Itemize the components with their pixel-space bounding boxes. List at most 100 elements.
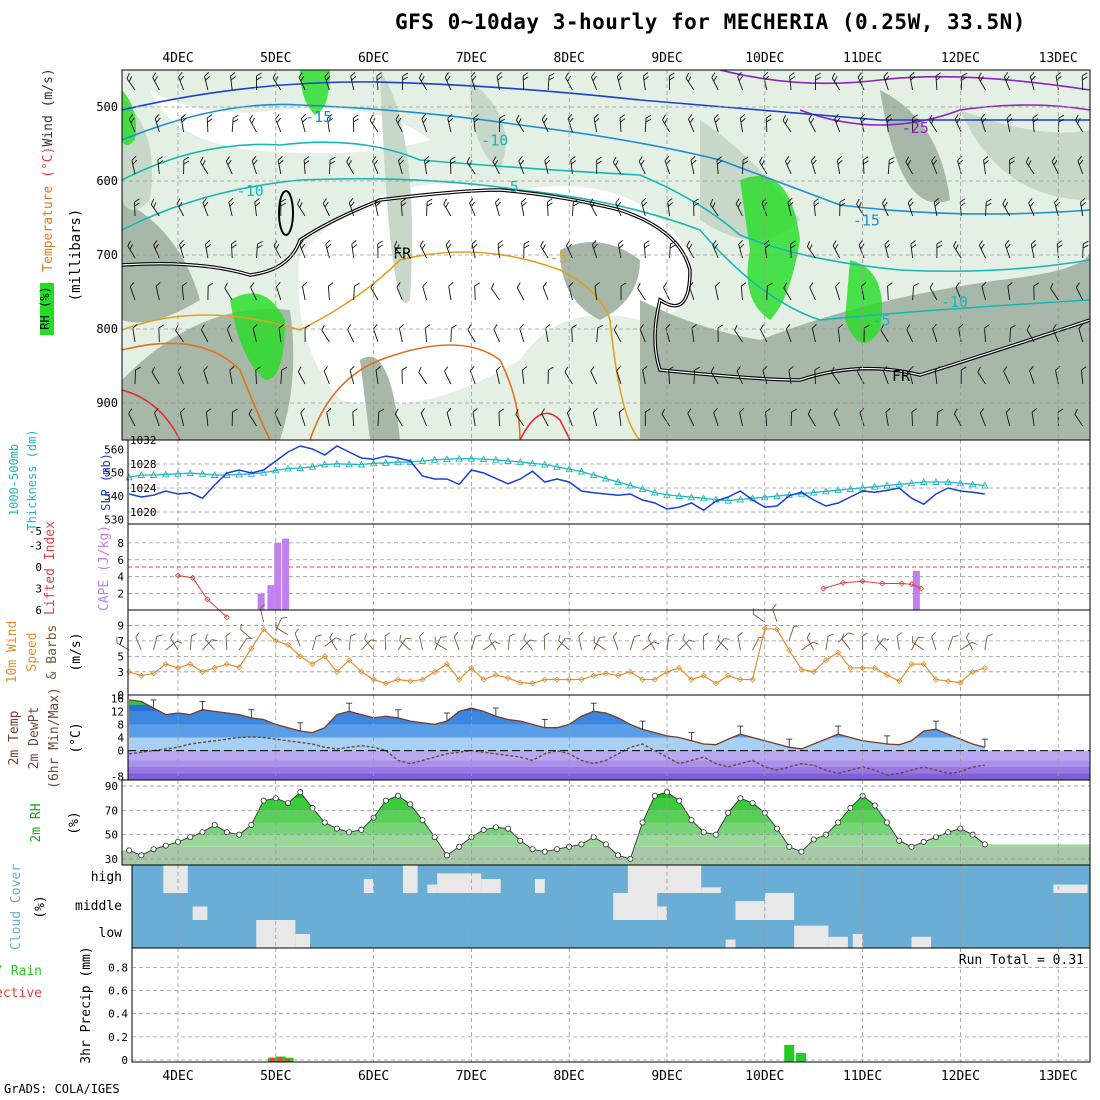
cloud-clear-cell: [627, 865, 702, 893]
cloud-clear-cell: [295, 934, 311, 948]
date-label-top: 11DEC: [843, 51, 882, 66]
wind-speed-point: [236, 664, 243, 671]
wind-speed-point: [456, 676, 463, 683]
thickness-line: [128, 458, 985, 502]
contour-label: -5: [550, 248, 568, 266]
wind-barb: [180, 407, 185, 427]
date-label-bottom: 11DEC: [843, 1069, 882, 1084]
wind-barb: [693, 366, 700, 385]
wind-barb: [1075, 282, 1084, 301]
rh2m-point: [651, 792, 658, 799]
surface-wind-barb: [647, 632, 656, 651]
thickness-point: [345, 460, 353, 468]
surface-wind-barb: [523, 633, 533, 651]
wind-barb: [1009, 156, 1015, 175]
wind-barb: [885, 408, 891, 427]
date-label-top: 10DEC: [745, 51, 784, 66]
minmax-axis-label: (6hr Min/Max): [47, 687, 62, 789]
date-label-bottom: 7DEC: [456, 1069, 487, 1084]
wind-barb: [251, 155, 258, 175]
cloud-clear-cell: [735, 901, 765, 920]
wind-speed-point: [272, 637, 279, 644]
wind-barb: [1080, 198, 1086, 217]
wind-barb: [498, 408, 505, 427]
wind-barb: [203, 365, 209, 385]
chart-title: GFS 0~10day 3-hourly for MECHERIA (0.25W…: [395, 10, 1026, 34]
surface-wind-barb: [862, 632, 868, 650]
precip-convective-bar: [285, 1058, 291, 1062]
wind-barb: [1081, 72, 1088, 91]
wind-barb: [499, 114, 506, 133]
temp-cold-band: [128, 766, 1090, 774]
wind-barb: [278, 324, 284, 343]
wind-barb: [127, 240, 136, 259]
wind-barb: [713, 408, 719, 427]
rh2m-tick-label: 70: [105, 804, 118, 817]
surface-wind-barb: [825, 633, 834, 651]
wind-barb: [929, 282, 938, 301]
li-point: [908, 581, 915, 588]
surface-wind-barb: [715, 638, 730, 651]
wind-barb: [325, 239, 332, 259]
rh2m-point: [553, 846, 560, 853]
wind-barb: [205, 408, 212, 427]
upper-side-label: Temperature (°C)Wind (m/s): [41, 68, 56, 272]
slp-tick-label: 1024: [130, 482, 157, 495]
wind-speed-point: [847, 664, 854, 672]
wind-tick-label: 5: [117, 650, 124, 663]
wind-speed-point: [957, 679, 964, 686]
wind-speed-point: [333, 668, 340, 675]
wind-barb: [250, 282, 257, 301]
wind-barb: [1081, 366, 1087, 385]
precip-tick-label: 0: [121, 1054, 128, 1067]
pressure-tick-label: 800: [96, 322, 118, 336]
wind-barb: [418, 72, 427, 91]
rh2m-point: [786, 843, 793, 850]
cloud-clear-cell: [794, 925, 829, 948]
rh2m-band: [122, 846, 1090, 865]
wind-barb: [277, 156, 284, 175]
wind-barb: [497, 240, 504, 259]
date-label-top: 7DEC: [456, 51, 487, 66]
contour-label: -5: [501, 178, 519, 196]
rh2m-point: [419, 817, 426, 824]
wind-barb: [983, 156, 989, 175]
rh2m-point: [578, 841, 585, 848]
wind-barb: [256, 72, 262, 90]
surface-wind-barb: [329, 632, 338, 651]
wind-barb: [618, 408, 625, 427]
rh-moist-area: [360, 356, 400, 440]
wind-barb: [523, 240, 530, 259]
rh2m-point: [529, 846, 536, 853]
wind-barb: [691, 324, 697, 343]
thickness-point: [186, 469, 194, 477]
li-point: [898, 580, 905, 587]
wind-barb: [353, 282, 360, 301]
wind-barb: [546, 198, 553, 217]
wind-barb: [150, 199, 160, 217]
cloud-clear-cell: [437, 873, 482, 893]
wind-barb: [496, 72, 503, 91]
wind-barb: [303, 156, 310, 175]
wind-barb: [713, 113, 720, 133]
wind-barb: [204, 71, 210, 91]
wind-barb: [545, 324, 551, 343]
run-total-label: Run Total = 0.31: [959, 953, 1084, 968]
wind-barb: [1029, 71, 1036, 91]
thickness-point: [602, 474, 610, 482]
temp-hot-band: [129, 699, 985, 705]
thickness-point: [956, 479, 965, 487]
wind-speed-point: [786, 647, 793, 654]
cape-tick-label: 2: [117, 588, 124, 601]
cloud-clear-cell: [163, 865, 188, 893]
rh2m-point: [443, 852, 450, 859]
wind-barb: [231, 114, 239, 133]
thickness-point: [528, 459, 537, 467]
rh2m-point: [285, 800, 292, 807]
cloud-row-label: low: [99, 926, 123, 941]
temp-cold-band: [128, 760, 1090, 767]
isotherm-line: [122, 177, 1090, 321]
rh2m-point: [896, 837, 903, 844]
thickness-point: [369, 459, 378, 467]
wind-speed-point: [431, 668, 438, 675]
